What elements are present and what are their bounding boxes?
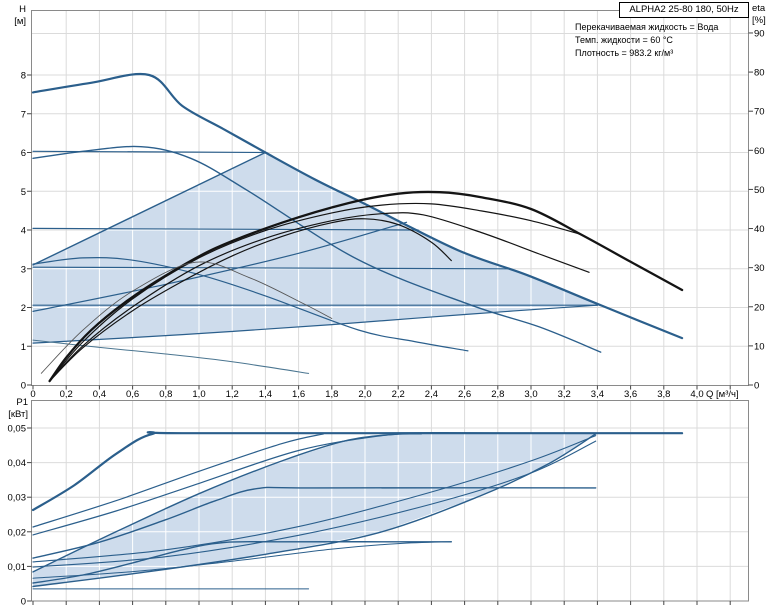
eta-min-curve [40, 261, 333, 374]
eta-tick-label: 30 [754, 263, 765, 274]
qh-speed-II-curve [32, 145, 602, 353]
eta-tick-label: 40 [754, 224, 765, 235]
power-chart-panel: 0 0,01 0,02 0,03 0,04 0,05 [8, 400, 749, 608]
y-tick-label: 0,02 [8, 527, 27, 538]
eta-tick-label: 90 [754, 28, 765, 39]
chart-title-box: ALPHA2 25-80 180, 50Hz [619, 2, 749, 18]
p1-max-speed-III-curve [31, 431, 684, 512]
fluid-info-line: Плотность = 983.2 кг/м³ [575, 48, 674, 58]
const-pressure-3m-curve [32, 266, 509, 270]
x-tick-label: 3,2 [558, 389, 571, 400]
eta-3-curve [49, 212, 590, 382]
x-tick-label: 0 [30, 389, 35, 400]
control-range-area [33, 152, 598, 344]
x-tick-label: 1,0 [192, 389, 205, 400]
eta-2-curve [49, 202, 582, 382]
eta-4-curve [49, 218, 452, 382]
prop-pressure-3-curve [32, 151, 267, 266]
x-tick-label: 3,4 [591, 389, 604, 400]
x-tick-label: 2,6 [458, 389, 471, 400]
x-tick-label: 2,2 [392, 389, 405, 400]
y-tick-label: 8 [21, 71, 26, 82]
eta-tick-label: 60 [754, 146, 765, 157]
eta-tick-label: 50 [754, 185, 765, 196]
y-tick-label: 6 [21, 148, 26, 159]
y-tick-label: 4 [21, 226, 26, 237]
qh-max-speed-III-curve [31, 72, 684, 340]
p1-mode-a-curve [32, 435, 597, 563]
eta-tick-label: 10 [754, 341, 765, 352]
x-tick-label: 3,0 [524, 389, 537, 400]
x-tick-label: 1,6 [292, 389, 305, 400]
fluid-info-line: Перекачиваемая жидкость = Вода [575, 22, 719, 32]
x-tick-label: 0,2 [60, 389, 73, 400]
eta-tick-label: 80 [754, 68, 765, 79]
x-tick-label: 2,4 [425, 389, 438, 400]
x-tick-label: 3,8 [657, 389, 670, 400]
x-tick-label: 0,4 [93, 389, 106, 400]
q-axis-unit: Q [м³/ч] [706, 389, 739, 400]
plot-frame [31, 400, 749, 602]
p1-rise-a-curve [32, 433, 325, 528]
x-tick-label: 4,0 [690, 389, 703, 400]
p1-control-top-curve [32, 433, 399, 573]
prop-pressure-2-curve [32, 221, 408, 312]
p1-mode-b-curve [32, 440, 597, 568]
p1-speed-II-curve [32, 486, 597, 559]
const-pressure-6m-curve [32, 150, 266, 154]
y-tick-label: 1 [21, 342, 26, 353]
eta-axis-title: eta [752, 3, 766, 14]
y-tick-label: 0,04 [8, 458, 27, 469]
y-tick-label: 0,05 [8, 424, 27, 435]
x-tick-label: 3,6 [624, 389, 637, 400]
fluid-info-line: Темп. жидкости = 60 °C [575, 35, 673, 45]
qh-min-speed-curve [32, 339, 310, 374]
y-tick-label: 5 [21, 187, 26, 198]
x-tick-label: 1,2 [226, 389, 239, 400]
y-tick-label: 0,01 [8, 562, 27, 573]
p1-axis-title: P1 [16, 397, 28, 408]
x-tick-label: 0,6 [126, 389, 139, 400]
p1-mode-c-curve [32, 541, 452, 579]
p1-control-bottom-curve [32, 433, 597, 588]
y-tick-label: 0 [21, 597, 26, 608]
x-tick-label: 2,0 [358, 389, 371, 400]
x-tick-label: 1,4 [259, 389, 272, 400]
y-tick-label: 0,03 [8, 493, 27, 504]
h-axis-unit: [м] [14, 16, 26, 27]
eta-tick-label: 70 [754, 107, 765, 118]
y-tick-label: 3 [21, 264, 26, 275]
x-tick-label: 2,8 [491, 389, 504, 400]
eta-max-curve [48, 190, 684, 383]
p1-axis-unit: [кВт] [8, 409, 28, 420]
h-axis-title: H [19, 4, 26, 15]
eta-tick-label: 20 [754, 302, 765, 313]
y-tick-label: 0 [21, 381, 26, 392]
plot-frame [31, 10, 749, 386]
fluid-info: Перекачиваемая жидкость = Вода Темп. жид… [575, 21, 718, 60]
x-tick-label: 1,8 [325, 389, 338, 400]
prop-pressure-1-curve [32, 304, 598, 344]
const-pressure-4m-curve [32, 227, 419, 231]
eta-tick-label: 0 [754, 381, 759, 392]
y-tick-label: 2 [21, 303, 26, 314]
qh-speed-I-curve [32, 257, 469, 352]
eta-axis-unit: [%] [752, 15, 766, 26]
x-tick-label: 0,8 [159, 389, 172, 400]
y-tick-label: 7 [21, 109, 26, 120]
